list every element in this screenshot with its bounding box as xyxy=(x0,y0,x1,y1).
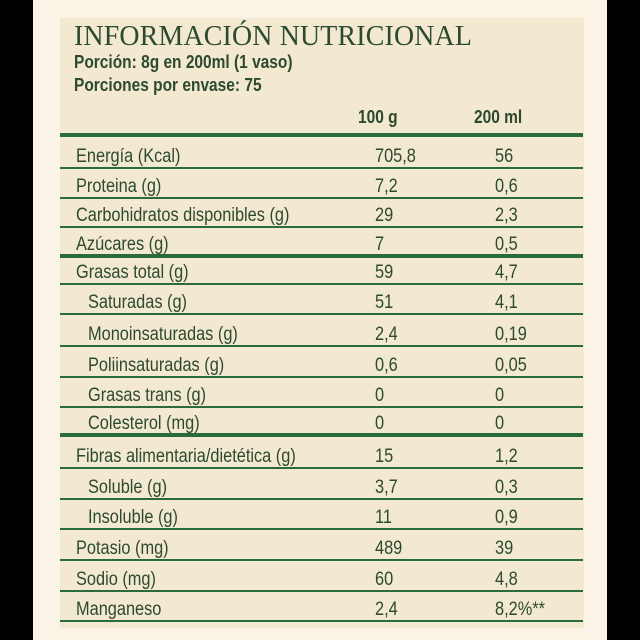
nutrient-label: Colesterol (mg) xyxy=(88,413,200,434)
value-per-200ml: 4,8 xyxy=(495,569,518,590)
value-per-200ml: 39 xyxy=(495,538,514,559)
nutrient-row: Grasas trans (g) 0 0 xyxy=(60,378,583,406)
value-per-200ml: 56 xyxy=(495,146,514,167)
serving-size: Porción: 8g en 200ml (1 vaso) xyxy=(74,52,293,72)
nutrient-label: Fibras alimentaria/dietética (g) xyxy=(76,446,296,467)
nutrient-label: Grasas total (g) xyxy=(76,262,189,283)
nutrient-label: Soluble (g) xyxy=(88,477,168,498)
value-per-100g: 7 xyxy=(375,234,385,255)
column-header-200ml: 200 ml xyxy=(474,107,523,127)
value-per-200ml: 0,3 xyxy=(495,477,518,498)
nutrient-row: Sodio (mg) 60 4,8 xyxy=(60,561,583,590)
row-divider xyxy=(60,226,583,228)
value-per-200ml: 0,05 xyxy=(495,355,527,376)
nutrient-label: Manganeso xyxy=(76,599,162,620)
value-per-200ml: 0,6 xyxy=(495,176,518,197)
value-per-100g: 7,2 xyxy=(375,176,398,197)
value-per-100g: 705,8 xyxy=(375,146,416,167)
nutrient-label: Poliinsaturadas (g) xyxy=(88,355,225,376)
row-divider xyxy=(60,167,583,169)
value-per-200ml: 4,7 xyxy=(495,262,518,283)
value-per-200ml: 0,9 xyxy=(495,507,518,528)
nutrient-label: Monoinsaturadas (g) xyxy=(88,324,238,345)
value-per-100g: 59 xyxy=(375,262,394,283)
nutrient-row: Saturadas (g) 51 4,1 xyxy=(60,285,583,313)
row-divider xyxy=(60,283,583,285)
row-divider xyxy=(60,528,583,530)
value-per-200ml: 8,2%** xyxy=(495,599,545,620)
value-per-100g: 29 xyxy=(375,205,394,226)
value-per-100g: 489 xyxy=(375,538,403,559)
value-per-100g: 2,4 xyxy=(375,324,398,345)
value-per-100g: 0 xyxy=(375,385,385,406)
nutrient-label: Azúcares (g) xyxy=(76,234,169,255)
nutrient-row: Insoluble (g) 11 0,9 xyxy=(60,500,583,528)
row-divider xyxy=(60,376,583,378)
nutrient-label: Sodio (mg) xyxy=(76,569,156,590)
servings-per-container: Porciones por envase: 75 xyxy=(74,75,262,95)
nutrient-row: Soluble (g) 3,7 0,3 xyxy=(60,469,583,498)
row-divider xyxy=(60,197,583,199)
value-per-100g: 2,4 xyxy=(375,599,398,620)
nutrient-label: Energía (Kcal) xyxy=(76,146,181,167)
value-per-100g: 3,7 xyxy=(375,477,398,498)
row-divider xyxy=(60,345,583,347)
nutrient-row: Potasio (mg) 489 39 xyxy=(60,530,583,559)
nutrient-row: Fibras alimentaria/dietética (g) 15 1,2 xyxy=(60,436,583,467)
value-per-200ml: 2,3 xyxy=(495,205,518,226)
value-per-100g: 0,6 xyxy=(375,355,398,376)
nutrient-label: Carbohidratos disponibles (g) xyxy=(76,205,290,226)
nutrient-label: Grasas trans (g) xyxy=(88,385,207,406)
value-per-200ml: 0,19 xyxy=(495,324,527,345)
nutrient-row: Poliinsaturadas (g) 0,6 0,05 xyxy=(60,347,583,376)
nutrient-row: Azúcares (g) 7 0,5 xyxy=(60,228,583,255)
nutrient-row: Grasas total (g) 59 4,7 xyxy=(60,257,583,283)
section-divider-thick xyxy=(60,433,583,437)
nutrient-label: Proteina (g) xyxy=(76,176,162,197)
section-divider-thick xyxy=(60,133,583,137)
value-per-200ml: 0 xyxy=(495,413,505,434)
nutrient-label: Potasio (mg) xyxy=(76,538,169,559)
value-per-100g: 0 xyxy=(375,413,385,434)
nutrient-row: Monoinsaturadas (g) 2,4 0,19 xyxy=(60,315,583,345)
nutrient-row: Proteina (g) 7,2 0,6 xyxy=(60,169,583,197)
nutrient-row: Manganeso 2,4 8,2%** xyxy=(60,592,583,620)
value-per-100g: 60 xyxy=(375,569,394,590)
value-per-200ml: 0,5 xyxy=(495,234,518,255)
nutrient-row: Carbohidratos disponibles (g) 29 2,3 xyxy=(60,199,583,226)
row-divider xyxy=(60,620,583,622)
nutrient-label: Saturadas (g) xyxy=(88,292,188,313)
section-divider-thick xyxy=(60,254,583,258)
row-divider xyxy=(60,467,583,469)
row-divider xyxy=(60,498,583,500)
column-header-100g: 100 g xyxy=(358,107,398,127)
value-per-100g: 51 xyxy=(375,292,394,313)
nutrition-title: INFORMACIÓN NUTRICIONAL xyxy=(74,20,473,52)
value-per-200ml: 4,1 xyxy=(495,292,518,313)
value-per-100g: 11 xyxy=(375,507,392,528)
row-divider xyxy=(60,559,583,561)
nutrient-row: Colesterol (mg) 0 0 xyxy=(60,408,583,434)
nutrient-label: Insoluble (g) xyxy=(88,507,178,528)
row-divider xyxy=(60,313,583,315)
nutrition-panel xyxy=(60,18,584,628)
row-divider xyxy=(60,406,583,408)
value-per-200ml: 0 xyxy=(495,385,505,406)
value-per-200ml: 1,2 xyxy=(495,446,518,467)
row-divider xyxy=(60,590,583,592)
value-per-100g: 15 xyxy=(375,446,394,467)
nutrient-row: Energía (Kcal) 705,8 56 xyxy=(60,136,583,167)
